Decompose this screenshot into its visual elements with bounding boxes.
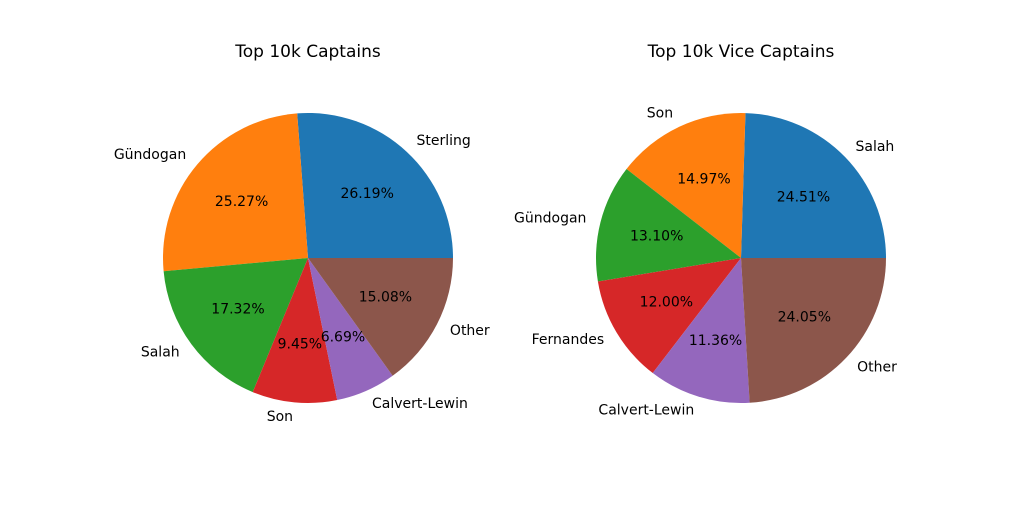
pie-slice-son	[626, 113, 746, 258]
category-label-calvert-lewin: Calvert-Lewin	[598, 403, 694, 419]
category-label-sterling: Sterling	[416, 133, 470, 149]
category-label-fernandes: Fernandes	[532, 332, 605, 348]
pie-slice-salah	[163, 258, 308, 393]
category-label-calvert-lewin: Calvert-Lewin	[372, 396, 468, 412]
category-label-gundogan: Gündogan	[514, 211, 586, 227]
category-label-son: Son	[647, 106, 673, 122]
pie-slice-other	[741, 258, 886, 403]
category-label-gundogan: Gündogan	[114, 147, 186, 163]
percent-label-gundogan: 13.10%	[630, 229, 683, 245]
pie-slice-son	[252, 258, 338, 403]
percent-label-other: 24.05%	[778, 310, 831, 326]
pie-slice-sterling	[297, 113, 453, 258]
percent-label-other: 15.08%	[359, 290, 412, 306]
pie-slices	[163, 113, 453, 403]
category-label-other: Other	[450, 323, 490, 339]
pie-slice-calvert-lewin	[652, 258, 750, 403]
percent-label-gundogan: 25.27%	[215, 194, 268, 210]
slice-labels: 26.19% Sterling 25.27% Gündogan 17.32% Salah 9…	[114, 133, 490, 425]
category-label-salah: Salah	[856, 139, 895, 155]
captains-pie-chart: Top 10k Captains 26.19% Sterling 25.27% Gün…	[114, 42, 490, 425]
pie-slice-calvert-lewin	[308, 258, 393, 401]
percent-label-sterling: 26.19%	[340, 186, 393, 202]
percent-label-salah: 17.32%	[211, 302, 264, 318]
percent-label-salah: 24.51%	[777, 189, 830, 205]
percent-label-fernandes: 12.00%	[640, 295, 693, 311]
vice-captains-pie-chart: Top 10k Vice Captains 24.51% Salah 14.97% S…	[514, 42, 897, 419]
pie-slices	[596, 113, 886, 403]
chart-title: Top 10k Captains	[234, 42, 381, 62]
percent-label-son: 14.97%	[677, 171, 730, 187]
category-label-son: Son	[267, 409, 293, 425]
pie-slice-salah	[741, 113, 886, 258]
category-label-other: Other	[857, 359, 897, 375]
pie-slice-gundogan	[596, 169, 741, 282]
slice-labels: 24.51% Salah 14.97% Son 13.10% Gündogan 12.00%…	[514, 106, 897, 419]
pie-slice-fernandes	[597, 258, 741, 374]
percent-label-son: 9.45%	[278, 337, 322, 353]
pie-slice-gundogan	[163, 113, 308, 272]
chart-title: Top 10k Vice Captains	[647, 42, 835, 62]
pie-slice-other	[308, 258, 453, 376]
category-label-salah: Salah	[141, 345, 180, 361]
percent-label-calvert-lewin: 6.69%	[321, 330, 365, 346]
percent-label-calvert-lewin: 11.36%	[689, 333, 742, 349]
